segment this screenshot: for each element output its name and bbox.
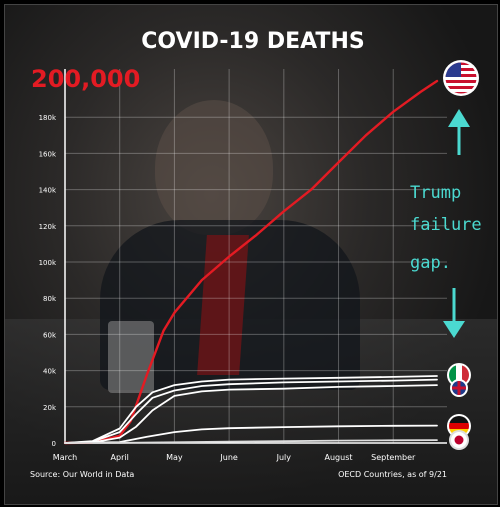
y-tick-label: 40k [43,368,57,376]
x-tick-label: March [53,453,77,462]
source-label: Source: Our World in Data [30,470,134,479]
y-tick-label: 60k [43,331,57,339]
footnote-label: OECD Countries, as of 9/21 [338,470,447,479]
grid-lines [64,69,447,444]
annotation-line-2: failure [410,215,482,235]
background-figure-head [155,100,273,235]
series-line-4 [64,424,438,444]
x-tick-labels: March April May June July August September [53,453,416,462]
y-tick-label: 100k [39,259,57,267]
flag-icon-gb [450,379,468,397]
usa-flag-icon [443,60,479,96]
chart-panel: 0 20k 40k 60k 80k 100k 120k 140k 160k 180k March A… [4,4,498,505]
series-line-0 [63,79,439,445]
x-tick-label: May [166,453,183,462]
y-tick-label: 20k [43,404,57,412]
series-line-3 [64,384,438,444]
x-tick-label: September [371,453,416,462]
background-jar [108,321,154,393]
y-tick-label: 140k [39,187,57,195]
series-line-1 [64,375,438,444]
covid-deaths-chart: 0 20k 40k 60k 80k 100k 120k 140k 160k 180k March A… [30,29,482,479]
x-tick-label: August [325,453,353,462]
x-tick-label: June [219,453,238,462]
y-tick-label: 0 [52,440,56,448]
x-tick-label: July [276,453,292,462]
arrow-up-icon [448,109,470,155]
japan-flag-icon [449,430,469,450]
italy-flag-icon [447,363,471,387]
arrow-down-icon [443,288,465,338]
y-tick-label: 120k [39,223,57,231]
annotation-line-1: Trump [410,183,461,203]
x-tick-label: April [111,453,129,462]
series-line-2 [64,378,438,444]
chart-title: COVID-19 DEATHS [141,29,364,54]
y-tick-label: 160k [39,150,57,158]
y-tick-labels: 0 20k 40k 60k 80k 100k 120k 140k 160k 180k [39,114,57,448]
highlight-value: 200,000 [31,65,140,93]
y-tick-label: 180k [39,114,57,122]
y-tick-label: 80k [43,295,57,303]
series-lines [63,79,439,445]
series-line-5 [64,439,438,444]
annotation-line-3: gap. [410,253,451,273]
